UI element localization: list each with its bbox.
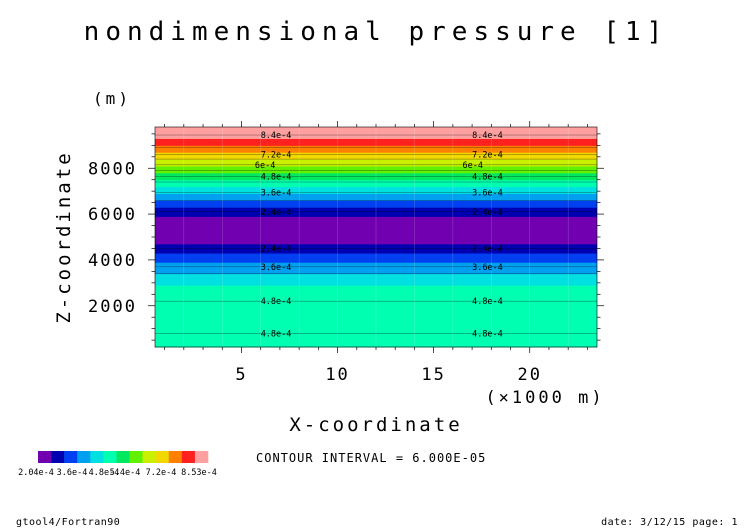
contour-label: 8.4e-4 xyxy=(261,131,292,141)
colorbar-swatch xyxy=(181,451,196,463)
contour-label: 7.2e-4 xyxy=(261,151,292,161)
contour-band-11 xyxy=(155,179,597,188)
colorbar xyxy=(38,451,209,463)
contour-label: 2.4e-4 xyxy=(261,208,292,218)
colorbar-swatch xyxy=(51,451,65,463)
colorbar-label: 4.8e-4 xyxy=(89,468,120,478)
colorbar-swatch xyxy=(77,451,91,463)
chart-title: nondimensional pressure [1] xyxy=(84,17,669,47)
y-tick-label: 2000 xyxy=(88,297,137,317)
contour-label: 3.6e-4 xyxy=(261,263,292,273)
contour-band-9 xyxy=(155,193,597,201)
x-tick-label: 15 xyxy=(421,365,445,385)
colorbar-swatch xyxy=(90,451,104,463)
contour-label: 2.4e-4 xyxy=(472,244,503,254)
colorbar-swatch xyxy=(142,451,156,463)
x-axis-ticks: 5 10 15 20 xyxy=(164,121,588,385)
contour-label: 4.8e-4 xyxy=(472,297,503,307)
y-axis-unit: (m) xyxy=(93,89,131,108)
contour-band-14 xyxy=(155,159,597,167)
colorbar-label: 5.4e-4 xyxy=(110,468,141,478)
colorbar-swatch xyxy=(194,451,209,463)
colorbar-swatch xyxy=(38,451,52,463)
contour-label: 4.8e-4 xyxy=(472,329,503,339)
contour-label: 6e-4 xyxy=(255,161,275,171)
colorbar-label: 3.6e-4 xyxy=(57,468,88,478)
y-tick-label: 8000 xyxy=(88,159,137,179)
footer-right: date: 3/12/15 page: 1 xyxy=(601,517,738,528)
y-tick-label: 4000 xyxy=(88,251,137,271)
colorbar-swatch xyxy=(129,451,143,463)
contour-label: 2.4e-4 xyxy=(472,208,503,218)
contour-label: 3.6e-4 xyxy=(472,263,503,273)
colorbar-swatch xyxy=(155,451,170,463)
contour-label: 3.6e-4 xyxy=(472,188,503,198)
colorbar-label: 2.04e-4 xyxy=(18,468,54,478)
contour-label: 4.8e-4 xyxy=(261,329,292,339)
contour-band-16 xyxy=(155,145,597,153)
colorbar-swatch xyxy=(168,451,183,463)
contour-band-10 xyxy=(155,186,597,194)
colorbar-swatch xyxy=(116,451,130,463)
contour-band-15 xyxy=(155,152,597,160)
contour-labels: 8.4e-4 8.4e-47.2e-4 7.2e-46e-4 6e-44.8e-4 4.… xyxy=(255,131,503,339)
contour-band-5 xyxy=(155,243,597,254)
contour-label: 4.8e-4 xyxy=(472,172,503,182)
grid-lines xyxy=(183,127,569,347)
contour-lines xyxy=(155,134,597,334)
colorbar-labels: 2.04e-4 3.6e-4 4.8e-45.4e-4 7.2e-4 8.53e-4 xyxy=(18,468,217,478)
y-axis-ticks: 2000 4000 6000 8000 xyxy=(88,133,604,341)
colorbar-swatch xyxy=(103,451,117,463)
contour-label: 8.4e-4 xyxy=(472,131,503,141)
x-tick-label: 5 xyxy=(235,365,247,385)
x-axis-unit: (×1000 m) xyxy=(485,388,604,408)
contour-band-1 xyxy=(155,285,597,332)
contour-label: 2.4e-4 xyxy=(261,244,292,254)
x-tick-label: 10 xyxy=(325,365,349,385)
contour-band-0 xyxy=(155,330,597,348)
x-axis-label: X-coordinate xyxy=(289,414,462,436)
contour-bands xyxy=(155,127,597,348)
contour-label: 6e-4 xyxy=(462,161,482,171)
contour-band-13 xyxy=(155,165,597,174)
contour-band-17 xyxy=(155,138,597,146)
contour-interval-text: CONTOUR INTERVAL = 6.000E-05 xyxy=(256,451,486,465)
contour-label: 4.8e-4 xyxy=(261,297,292,307)
contour-band-6 xyxy=(155,216,597,245)
contour-band-4 xyxy=(155,253,597,263)
y-tick-label: 6000 xyxy=(88,205,137,225)
contour-label: 7.2e-4 xyxy=(472,151,503,161)
colorbar-label: 8.53e-4 xyxy=(181,468,217,478)
colorbar-label: 7.2e-4 xyxy=(146,468,177,478)
colorbar-swatch xyxy=(64,451,78,463)
contour-label: 4.8e-4 xyxy=(261,172,292,182)
contour-band-8 xyxy=(155,200,597,208)
footer-left: gtool4/Fortran90 xyxy=(16,517,120,528)
contour-band-18 xyxy=(155,127,597,139)
contour-band-3 xyxy=(155,262,597,275)
contour-band-2 xyxy=(155,273,597,286)
y-axis-label: Z-coordinate xyxy=(53,150,75,323)
x-tick-label: 20 xyxy=(517,365,541,385)
contour-label: 3.6e-4 xyxy=(261,188,292,198)
